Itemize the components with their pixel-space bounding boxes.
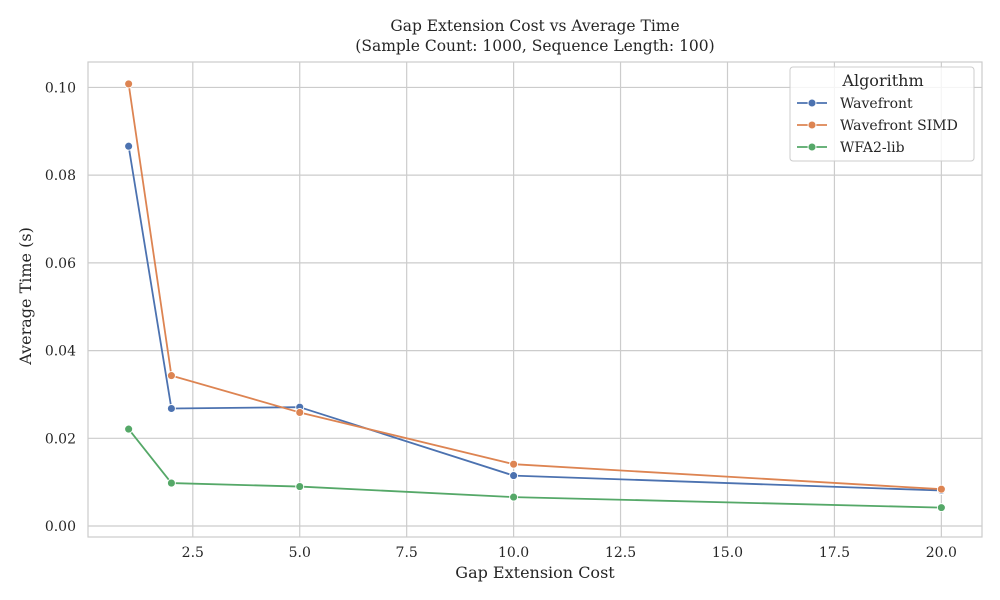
y-axis-label: Average Time (s) <box>16 227 35 366</box>
x-tick-label: 2.5 <box>182 545 204 561</box>
legend-label: Wavefront <box>840 96 913 112</box>
data-point <box>124 141 134 151</box>
legend: Algorithm Wavefront Wavefront SIMD WFA2-li… <box>789 66 975 162</box>
series-wfa2-lib <box>124 424 946 513</box>
legend-entries: Wavefront Wavefront SIMD WFA2-lib <box>797 96 958 156</box>
x-tick-label: 17.5 <box>819 545 850 561</box>
data-point <box>936 484 946 494</box>
x-tick-label: 10.0 <box>498 545 529 561</box>
legend-entry: Wavefront <box>797 96 913 112</box>
series-wavefront-simd <box>124 79 946 494</box>
y-tick-label: 0.02 <box>45 431 76 447</box>
y-axis-ticks: 0.00 0.02 0.04 0.06 0.08 0.10 <box>45 80 76 535</box>
legend-label: WFA2-lib <box>840 140 905 156</box>
data-point <box>509 459 519 469</box>
legend-marker <box>807 120 817 130</box>
y-tick-label: 0.08 <box>45 168 76 184</box>
data-point <box>124 424 134 434</box>
data-point <box>936 503 946 513</box>
legend-entry: WFA2-lib <box>797 140 905 156</box>
data-point <box>124 79 134 89</box>
x-tick-label: 5.0 <box>289 545 311 561</box>
data-point <box>295 407 305 417</box>
plot-area-frame <box>87 61 983 538</box>
data-point <box>295 482 305 492</box>
y-tick-label: 0.10 <box>45 80 76 96</box>
data-point <box>509 471 519 481</box>
x-tick-label: 15.0 <box>712 545 743 561</box>
x-tick-label: 12.5 <box>605 545 636 561</box>
legend-marker <box>807 142 817 152</box>
legend-entry: Wavefront SIMD <box>797 118 958 134</box>
y-tick-label: 0.04 <box>45 344 76 360</box>
legend-label: Wavefront SIMD <box>840 118 958 134</box>
data-point <box>166 371 176 381</box>
y-tick-label: 0.06 <box>45 256 76 272</box>
legend-box <box>789 66 975 162</box>
chart-subtitle: (Sample Count: 1000, Sequence Length: 10… <box>355 37 714 55</box>
x-tick-label: 7.5 <box>396 545 418 561</box>
data-point <box>166 404 176 413</box>
data-point <box>166 478 176 488</box>
x-axis-ticks: 2.5 5.0 7.5 10.0 12.5 15.0 17.5 20.0 <box>182 545 957 561</box>
legend-marker <box>807 98 817 108</box>
series-layer <box>124 79 946 513</box>
chart-title: Gap Extension Cost vs Average Time <box>390 17 679 35</box>
x-axis-label: Gap Extension Cost <box>455 563 615 582</box>
data-point <box>509 492 519 502</box>
x-tick-label: 20.0 <box>926 545 957 561</box>
legend-title: Algorithm <box>841 71 923 90</box>
y-tick-label: 0.00 <box>45 519 76 535</box>
